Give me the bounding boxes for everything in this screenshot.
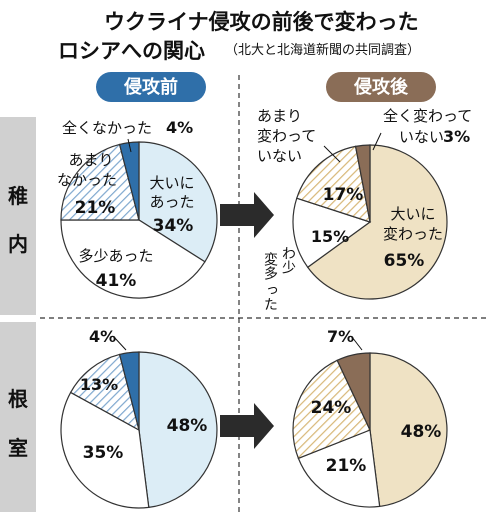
wa-some-col2: わ少 (280, 246, 296, 274)
wb-none-value: 4% (166, 118, 193, 137)
na-none-leader (351, 336, 363, 351)
pie-slice-nemuro-after-big (369, 352, 448, 508)
pie-wakkanai-after (292, 144, 448, 300)
wa-little-value: 17% (323, 185, 364, 205)
arrow-nemuro (220, 403, 274, 449)
pie-wakkanai-before (60, 141, 218, 299)
wa-some-col3: った (262, 283, 278, 311)
pie-slice-nemuro-after-none (336, 352, 371, 431)
wa-none-value: 3% (443, 127, 470, 146)
pie-slice-wakkanai-after-none (354, 144, 371, 223)
nb-none-leader (113, 336, 127, 351)
chart-title-line2: ロシアへの関心 (58, 39, 205, 63)
pie-slice-wakkanai-after-little (296, 145, 371, 223)
region-nemuro-char2: 室 (8, 436, 28, 460)
pie-slice-wakkanai-before-little (60, 143, 140, 221)
wa-big-label-2: 変わった (383, 225, 443, 243)
na-little-value: 24% (311, 398, 352, 418)
nb-little-value: 13% (80, 375, 118, 394)
wa-little-label-2: 変わって (257, 127, 316, 145)
region-tab-wakkanai (0, 117, 36, 315)
pie-slice-wakkanai-before-some (60, 219, 206, 299)
header-after-label: 侵攻後 (353, 76, 409, 98)
nb-none-value: 4% (89, 327, 116, 346)
header-before-badge (96, 72, 206, 102)
pie-nemuro-before (60, 351, 218, 509)
wb-big-label-2: あった (149, 193, 194, 211)
wb-big-label-1: 大いに (149, 174, 194, 192)
na-some-value: 21% (326, 456, 367, 476)
wa-little-label-3: いない (257, 147, 302, 165)
wb-little-label-2: なかった (57, 171, 117, 189)
region-wakkanai-char2: 内 (8, 232, 28, 256)
wa-none-leader (372, 132, 382, 151)
pie-slice-nemuro-after-little (292, 359, 371, 460)
pie-slice-nemuro-before-none (118, 351, 140, 431)
wa-none-label-2: いない (399, 128, 444, 146)
pie-slice-wakkanai-after-some (292, 197, 372, 269)
pie-slice-nemuro-after-some (297, 429, 381, 508)
region-nemuro-char1: 根 (8, 387, 28, 411)
wb-big-value: 34% (153, 216, 194, 236)
wb-some-label: 多少あった (78, 247, 153, 265)
wa-big-value: 65% (384, 251, 425, 271)
region-wakkanai-char1: 稚 (8, 184, 28, 208)
wb-none-label: 全くなかった (62, 119, 152, 137)
nb-big-value: 48% (167, 416, 208, 436)
wa-big-label-1: 大いに (390, 205, 435, 223)
header-before-label: 侵攻前 (123, 76, 178, 98)
arrow-wakkanai (220, 192, 274, 238)
pie-slice-nemuro-before-some (60, 391, 150, 509)
chart-title-line1: ウクライナ侵攻の前後で変わった (104, 10, 419, 34)
header-after-badge (326, 72, 436, 102)
pie-slice-nemuro-before-big (138, 351, 218, 509)
na-big-value: 48% (401, 422, 442, 442)
wb-little-label-1: あまり (68, 151, 113, 169)
pie-slice-wakkanai-after-big (306, 144, 448, 300)
wa-some-col1: 変多 (262, 251, 278, 280)
region-tab-nemuro (0, 322, 36, 512)
wb-little-value: 21% (75, 198, 116, 218)
pie-slice-nemuro-before-little (69, 353, 140, 432)
wb-none-leader (127, 138, 132, 153)
wb-some-value: 41% (96, 271, 137, 291)
pie-nemuro-after (292, 352, 448, 508)
wa-little-leader (323, 145, 341, 163)
na-none-value: 7% (327, 327, 354, 346)
source-note: （北大と北海道新聞の共同調査） (225, 42, 420, 58)
wa-little-label-1: あまり (257, 107, 302, 125)
wa-none-label-1: 全く変わって (383, 107, 472, 125)
nb-some-value: 35% (83, 443, 124, 463)
wa-some-value: 15% (311, 227, 349, 246)
